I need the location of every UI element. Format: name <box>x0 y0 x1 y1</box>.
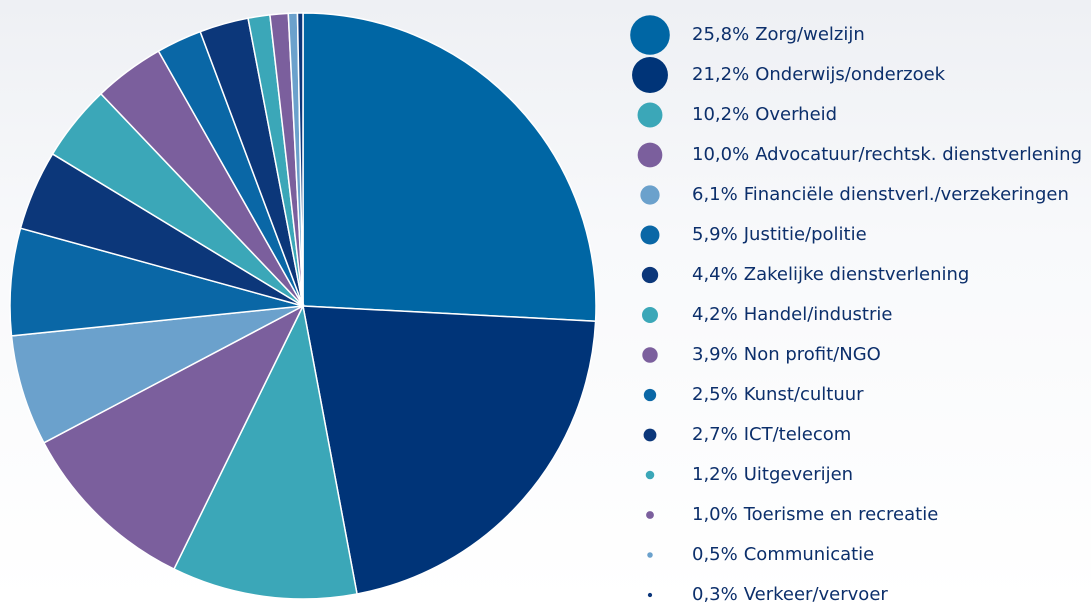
legend-value: 4,4% <box>692 264 738 285</box>
legend-label: Advocatuur/rechtsk. dienstverlening <box>755 144 1082 165</box>
legend-marker <box>632 57 668 93</box>
legend-entry: 4,4% Zakelijke dienstverlening <box>692 264 969 285</box>
legend-entry: 2,5% Kunst/cultuur <box>692 384 864 405</box>
legend-entry: 1,0%Toerisme en recreatie <box>692 504 938 525</box>
legend-entry: 25,8% Zorg/welzijn <box>692 24 865 45</box>
legend-entry: 6,1% Financiële dienstverl./verzekeringen <box>692 184 1069 205</box>
legend-value: 3,9% <box>692 344 738 365</box>
legend-entry: 1,2% Uitgeverijen <box>692 464 853 485</box>
legend-label: Uitgeverijen <box>744 464 853 485</box>
legend-value: 1,0% <box>692 504 738 525</box>
legend-label: Justitie/politie <box>743 224 867 245</box>
chart: 25,8% Zorg/welzijn 21,2% Onderwijs/onderzoe… <box>0 0 1091 603</box>
legend-value: 2,5% <box>692 384 738 405</box>
legend-marker <box>648 593 652 597</box>
legend-value: 10,2% <box>692 104 749 125</box>
legend-label: Overheid <box>755 104 837 125</box>
legend-marker <box>642 307 658 323</box>
legend-value: 6,1% <box>692 184 738 205</box>
legend-value: 10,0% <box>692 144 749 165</box>
legend-entry: 4,2% Handel/industrie <box>692 304 892 325</box>
legend-entry: 3,9% Non profit/NGO <box>692 344 881 365</box>
legend-marker <box>630 15 670 55</box>
legend-label: Handel/industrie <box>744 304 893 325</box>
legend-marker <box>642 267 658 283</box>
legend-entry: 21,2% Onderwijs/onderzoek <box>692 64 946 85</box>
legend-marker <box>647 552 653 558</box>
legend-label: Toerisme en recreatie <box>743 504 939 525</box>
legend-value: 2,7% <box>692 424 738 445</box>
legend-entry: 10,2% Overheid <box>692 104 837 125</box>
legend-marker <box>646 511 654 519</box>
legend-label: ICT/telecom <box>744 424 852 445</box>
legend-label: Zorg/welzijn <box>755 24 865 45</box>
legend-value: 0,5% <box>692 544 738 565</box>
legend-value: 21,2% <box>692 64 749 85</box>
legend-label: Zakelijke dienstverlening <box>744 264 970 285</box>
legend-value: 4,2% <box>692 304 738 325</box>
legend-marker <box>638 103 663 128</box>
legend-marker <box>644 429 657 442</box>
legend-entry: 0,5% Communicatie <box>692 544 874 565</box>
legend-marker <box>640 185 659 204</box>
legend-value: 0,3% <box>692 584 738 603</box>
legend-value: 25,8% <box>692 24 749 45</box>
legend-marker <box>638 143 663 168</box>
legend-marker <box>642 347 657 362</box>
legend-value: 5,9% <box>692 224 738 245</box>
legend-label: Financiële dienstverl./verzekeringen <box>744 184 1069 205</box>
legend-label: Communicatie <box>744 544 875 565</box>
legend-label: Verkeer/vervoer <box>744 584 889 603</box>
legend-label: Kunst/cultuur <box>744 384 864 405</box>
legend-entry: 10,0% Advocatuur/rechtsk. dienstverlening <box>692 144 1082 165</box>
pie-slice <box>303 13 596 321</box>
legend-label: Onderwijs/onderzoek <box>755 64 945 85</box>
legend-value: 1,2% <box>692 464 738 485</box>
legend-entry: 2,7% ICT/telecom <box>692 424 851 445</box>
legend-marker <box>644 389 656 401</box>
legend-entry: 5,9%Justitie/politie <box>692 224 867 245</box>
legend-label: Non profit/NGO <box>744 344 881 365</box>
legend-marker <box>646 471 655 480</box>
legend-entry: 0,3% Verkeer/vervoer <box>692 584 888 603</box>
legend-marker <box>641 226 660 245</box>
